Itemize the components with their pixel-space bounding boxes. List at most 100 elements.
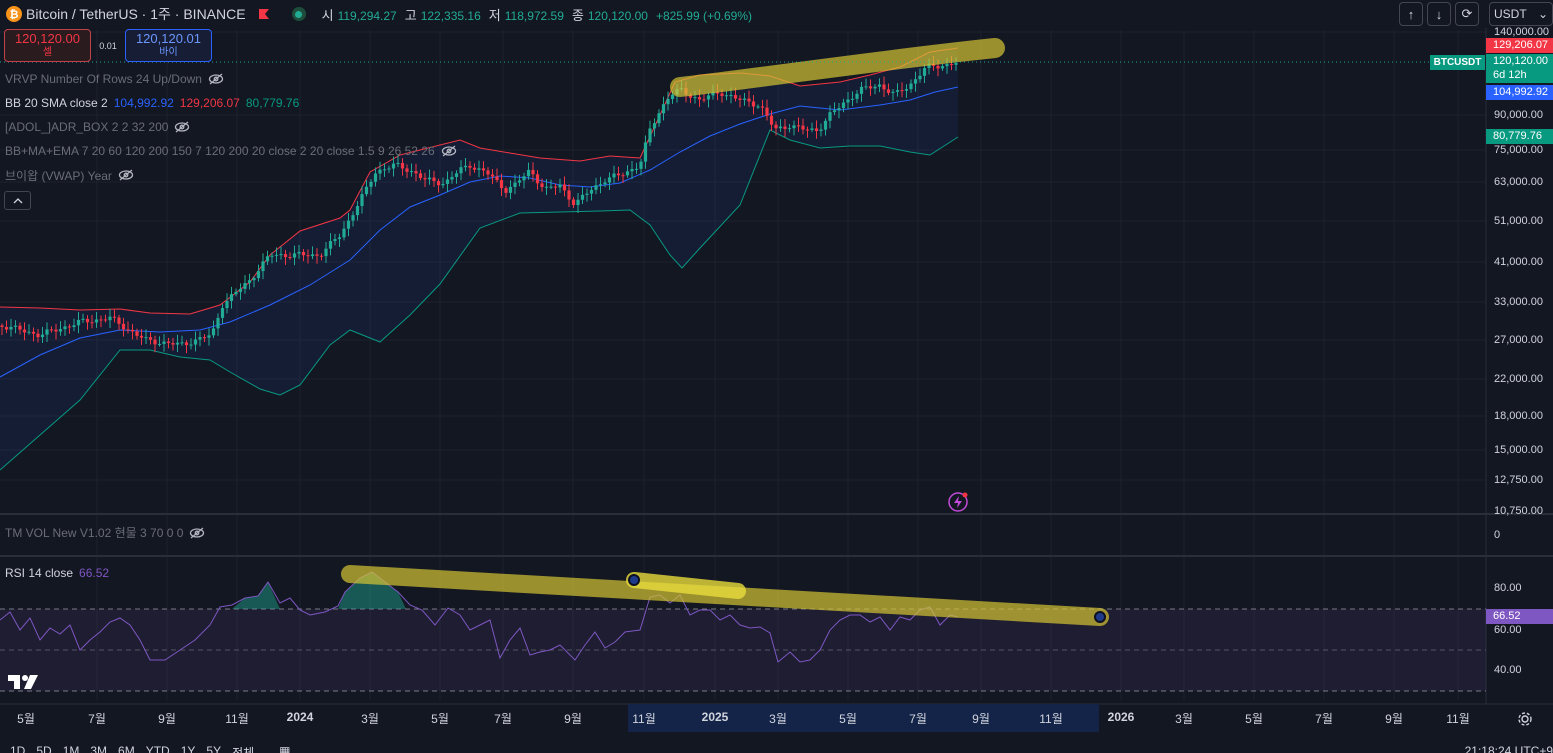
timeframe-ytd[interactable]: YTD	[145, 744, 170, 753]
indicator-bb[interactable]: BB 20 SMA close 2 104,992.92 129,206.07 …	[5, 94, 299, 112]
timeframe-all[interactable]: 전체	[232, 746, 255, 753]
eye-hidden-icon[interactable]	[118, 169, 134, 181]
candle-body	[873, 86, 877, 89]
indicator-vwap[interactable]: 브이왑 (VWAP) Year	[5, 166, 134, 184]
header-bar: ₿ Bitcoin / TetherUS · 1주 · BINANCE 시 119…	[0, 0, 1485, 28]
refresh-icon[interactable]: ⟳	[1455, 2, 1479, 26]
candle-body	[382, 169, 387, 171]
candle-body	[868, 86, 873, 89]
time-tick: 7월	[1315, 712, 1333, 726]
eye-hidden-icon[interactable]	[189, 527, 205, 539]
candle-body	[256, 271, 261, 279]
eye-hidden-icon[interactable]	[208, 73, 224, 85]
candle-body	[418, 173, 423, 179]
candle-body	[463, 165, 468, 168]
candle-body	[292, 253, 297, 258]
timeframe-1m[interactable]: 1M	[62, 744, 80, 753]
lightning-alert-icon[interactable]	[947, 491, 969, 513]
candle-body	[540, 183, 544, 187]
candle-body	[612, 173, 616, 178]
candle-body	[432, 177, 436, 182]
candle-body	[580, 194, 585, 200]
candle-body	[720, 93, 724, 97]
candle-body	[630, 169, 634, 172]
time-tick: 3월	[769, 712, 787, 726]
timeframe-5y[interactable]: 5Y	[206, 744, 222, 753]
lower-band-tag: 80,779.76	[1486, 129, 1553, 144]
candle-body	[45, 329, 49, 335]
candle-body	[427, 177, 432, 180]
bb-upper-value: 129,206.07	[179, 96, 240, 110]
eye-hidden-icon[interactable]	[441, 145, 457, 157]
timeframe-1y[interactable]: 1Y	[180, 744, 196, 753]
tradingview-logo[interactable]	[8, 673, 40, 691]
symbol-title[interactable]: Bitcoin / TetherUS · 1주 · BINANCE	[26, 6, 246, 22]
currency-select[interactable]: USDT ⌄	[1489, 2, 1553, 26]
sell-button[interactable]: 120,120.00 셀	[4, 29, 91, 62]
timeframe-bar: 1D 5D 1M 3M 6M YTD 1Y 5Y 전체 ▦	[10, 744, 291, 753]
candle-body	[445, 179, 450, 184]
highlight-rsi-long	[341, 565, 1109, 626]
eye-hidden-icon[interactable]	[174, 121, 190, 133]
timeframe-3m[interactable]: 3M	[90, 744, 108, 753]
candle-body	[742, 98, 747, 100]
calendar-icon[interactable]: ▦	[279, 744, 291, 753]
candle-body	[405, 168, 409, 172]
timeframe-6m[interactable]: 6M	[118, 744, 135, 753]
candle-body	[769, 115, 774, 125]
indicator-vrvp[interactable]: VRVP Number Of Rows 24 Up/Down	[5, 70, 224, 88]
candle-body	[310, 254, 315, 257]
arrow-up-icon[interactable]: ↑	[1399, 2, 1423, 26]
vol-pane-legend[interactable]: TM VOL New V1.02 현물 3 70 0 0	[5, 524, 205, 541]
indicator-bb-ma-ema[interactable]: BB+MA+EMA 7 20 60 120 200 150 7 120 200 …	[5, 142, 457, 160]
price-tick: 51,000.00	[1494, 215, 1543, 227]
candle-body	[148, 337, 153, 340]
candle-body	[378, 169, 382, 174]
candle-body	[342, 228, 346, 238]
arrow-down-icon[interactable]: ↓	[1427, 2, 1451, 26]
market-status-icon[interactable]	[291, 7, 306, 21]
high-key: 고	[404, 7, 417, 23]
buy-button[interactable]: 120,120.01 바이	[125, 29, 212, 62]
indicator-adr-box[interactable]: [ADOL_]ADR_BOX 2 2 32 200	[5, 118, 190, 136]
time-tick: 3월	[361, 712, 379, 726]
candle-body	[693, 97, 697, 99]
rsi-value-tag: 66.52	[1486, 609, 1553, 624]
close-key: 종	[571, 7, 584, 23]
price-tick: 41,000.00	[1494, 256, 1543, 268]
utc-clock[interactable]: 21:18:24 UTC+9	[1464, 744, 1553, 753]
trade-panel: 120,120.00 셀 0.01 120,120.01 바이	[4, 29, 212, 62]
rsi-pane-legend[interactable]: RSI 14 close 66.52	[5, 566, 109, 580]
candle-body	[400, 162, 405, 169]
candle-body	[333, 239, 337, 242]
collapse-legend-button[interactable]	[4, 191, 31, 210]
candle-body	[238, 288, 243, 292]
candle-body	[706, 95, 711, 100]
candle-body	[112, 316, 117, 318]
timeframe-1d[interactable]: 1D	[10, 744, 26, 753]
rsi-anchor-end[interactable]	[1094, 611, 1106, 623]
price-tick: 10,750.00	[1494, 505, 1543, 517]
rsi-anchor-start[interactable]	[628, 574, 640, 586]
candle-body	[283, 254, 288, 258]
candle-body	[490, 174, 495, 177]
candle-body	[207, 335, 211, 338]
gear-icon[interactable]	[1517, 711, 1533, 727]
candle-body	[144, 337, 148, 339]
candle-body	[801, 125, 805, 130]
candle-body	[846, 99, 850, 103]
price-tick: 22,000.00	[1494, 373, 1543, 385]
indicator-label: 브이왑 (VWAP) Year	[5, 168, 112, 183]
candle-body	[252, 278, 256, 281]
candle-body	[81, 318, 85, 320]
candle-body	[391, 163, 396, 169]
flag-icon[interactable]	[258, 8, 270, 20]
candle-body	[585, 193, 589, 195]
spread-value: 0.01	[99, 40, 117, 51]
candle-body	[922, 68, 927, 76]
candle-body	[297, 251, 301, 254]
vol-indicator-label: TM VOL New V1.02 현물 3 70 0 0	[5, 526, 184, 540]
sell-price: 120,120.00	[14, 30, 81, 46]
timeframe-5d[interactable]: 5D	[36, 744, 52, 753]
